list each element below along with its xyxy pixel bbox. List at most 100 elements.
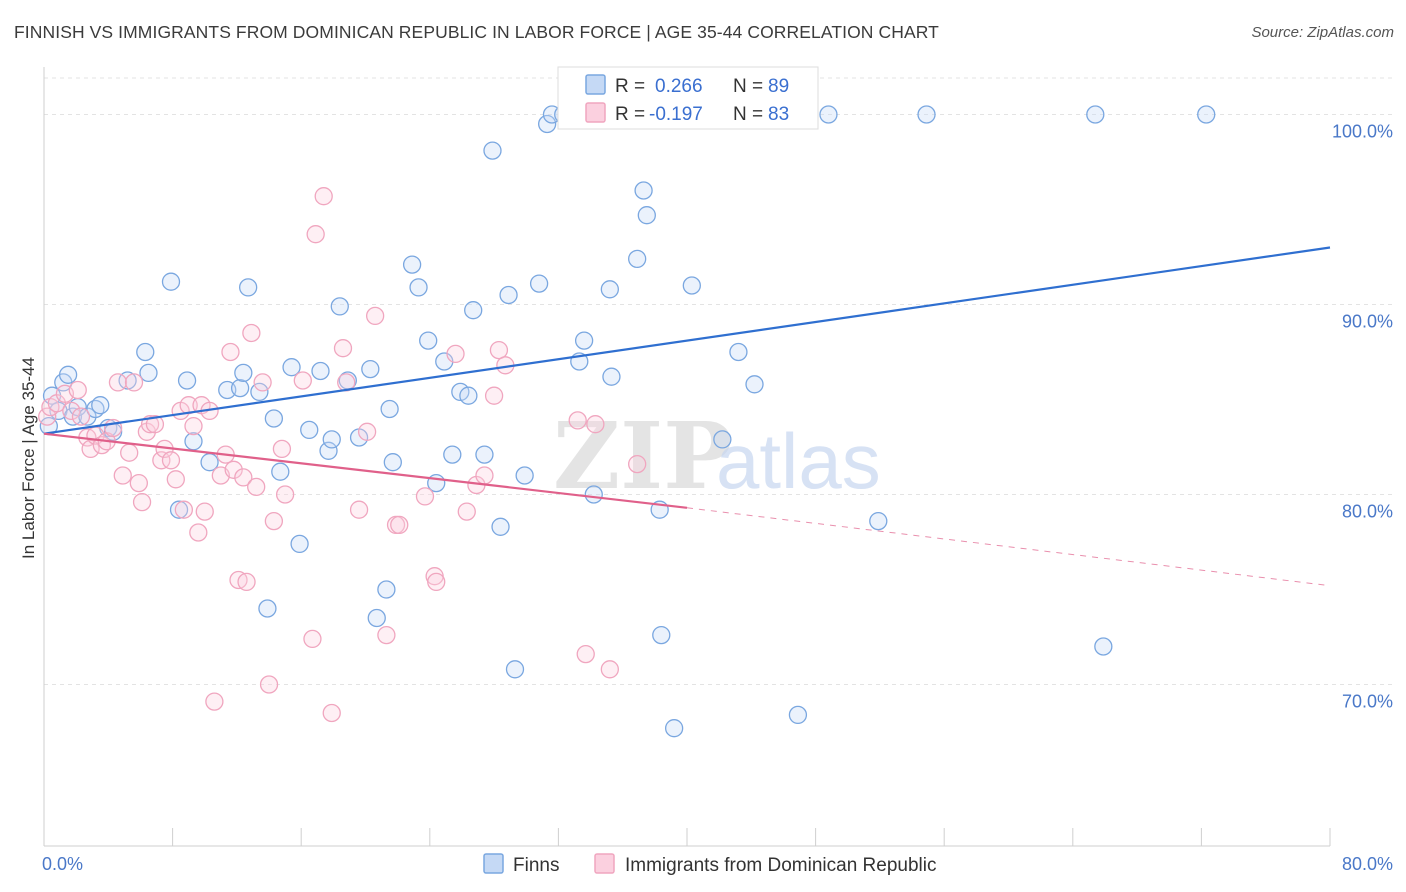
dominican-point-18 xyxy=(132,492,152,512)
dominican-point-45 xyxy=(259,675,279,694)
legend-r-value-1: 0.266 xyxy=(655,76,703,97)
trend-line-finns xyxy=(43,246,1331,435)
dominican-point-54 xyxy=(333,339,353,358)
finns-point-43 xyxy=(409,278,428,297)
finns-point-26 xyxy=(264,409,284,428)
dominican-point-42 xyxy=(242,323,261,343)
finns-point-28 xyxy=(282,358,301,377)
series-dominican-points xyxy=(38,187,647,723)
finns-point-82 xyxy=(917,105,936,124)
finns-point-31 xyxy=(311,361,330,381)
dominican-point-72 xyxy=(568,411,587,430)
finns-point-75 xyxy=(729,342,748,362)
finns-point-67 xyxy=(628,249,647,269)
finns-point-37 xyxy=(361,359,380,379)
finns-point-84 xyxy=(1094,637,1113,656)
y-tick-label-90: 90.0% xyxy=(1342,312,1393,332)
legend-r-value-2: -0.197 xyxy=(649,104,703,125)
dominican-point-4 xyxy=(62,401,81,421)
y-tick-labels: 70.0% 80.0% 90.0% 100.0% xyxy=(1332,122,1393,712)
finns-point-74 xyxy=(713,430,732,449)
finns-point-15 xyxy=(161,272,181,291)
dominican-point-73 xyxy=(576,644,595,664)
dominican-point-74 xyxy=(586,415,605,434)
finns-point-72 xyxy=(664,719,684,738)
dominican-point-56 xyxy=(349,500,369,519)
finns-point-22 xyxy=(234,363,253,383)
finns-point-13 xyxy=(136,342,155,362)
finns-point-32 xyxy=(319,441,338,460)
legend-swatch-dominican xyxy=(585,102,606,123)
finns-point-44 xyxy=(419,331,438,350)
dominican-point-61 xyxy=(390,515,409,535)
series-finns-points xyxy=(39,105,1216,738)
finns-point-57 xyxy=(529,274,549,293)
finns-point-58 xyxy=(537,114,557,134)
dominican-point-15 xyxy=(120,443,139,462)
dominican-point-64 xyxy=(427,572,446,592)
dominican-point-59 xyxy=(377,625,396,645)
dominican-point-58 xyxy=(365,306,385,326)
finns-point-80 xyxy=(819,105,838,124)
finns-point-39 xyxy=(377,580,396,599)
finns-point-41 xyxy=(383,453,402,472)
finns-point-76 xyxy=(745,375,764,394)
dominican-point-27 xyxy=(174,500,194,519)
dominican-point-47 xyxy=(272,439,292,459)
dominican-point-66 xyxy=(457,502,476,521)
dominican-point-17 xyxy=(129,473,148,493)
finns-point-14 xyxy=(139,363,158,383)
finns-point-47 xyxy=(443,445,462,464)
finns-point-23 xyxy=(239,278,258,297)
dominican-point-44 xyxy=(253,373,272,392)
legend-r-label-1: R = xyxy=(615,76,645,97)
finns-point-68 xyxy=(634,181,653,200)
dominican-point-43 xyxy=(247,477,266,497)
finns-point-33 xyxy=(322,430,341,449)
watermark-zip: ZIP xyxy=(553,402,732,510)
dominican-point-52 xyxy=(314,187,333,206)
dominican-point-70 xyxy=(489,340,509,360)
axes xyxy=(43,67,1331,847)
finns-point-85 xyxy=(1197,105,1216,124)
dominican-point-25 xyxy=(166,470,185,489)
finns-point-40 xyxy=(380,399,399,419)
finns-point-21 xyxy=(230,378,250,398)
finns-point-38 xyxy=(367,608,386,628)
dominican-point-6 xyxy=(71,407,91,426)
finns-point-51 xyxy=(475,445,494,464)
dominican-point-5 xyxy=(68,380,87,400)
legend-n-value-1: 89 xyxy=(768,76,789,97)
chart-title: FINNISH VS IMMIGRANTS FROM DOMINICAN REP… xyxy=(14,22,939,42)
finns-point-62 xyxy=(574,331,594,350)
finns-point-9 xyxy=(91,396,110,415)
finns-point-27 xyxy=(271,462,290,481)
legend-r-label-2: R = xyxy=(615,104,645,125)
legend-swatch-finns xyxy=(585,74,606,95)
dominican-point-51 xyxy=(306,225,325,244)
trend-line-dominican-extension xyxy=(686,507,1331,587)
dominican-point-22 xyxy=(152,451,171,470)
watermark-atlas: atlas xyxy=(716,417,881,505)
finns-point-73 xyxy=(682,276,701,295)
finns-point-69 xyxy=(637,206,656,225)
finns-point-53 xyxy=(491,517,510,536)
dominican-point-65 xyxy=(446,344,465,364)
dominican-point-69 xyxy=(484,386,504,405)
finns-point-65 xyxy=(602,367,621,386)
finns-point-18 xyxy=(184,432,203,451)
dominican-point-53 xyxy=(322,703,341,723)
dominican-point-13 xyxy=(108,373,128,392)
dominican-point-49 xyxy=(293,371,312,390)
finns-point-25 xyxy=(258,599,277,618)
x-tick-label-min: 0.0% xyxy=(42,854,83,874)
dominican-point-76 xyxy=(628,454,647,474)
dominican-point-75 xyxy=(600,660,619,679)
finns-point-34 xyxy=(330,297,349,316)
y-tick-label-80: 80.0% xyxy=(1342,502,1393,522)
bottom-legend-swatch-finns xyxy=(483,853,504,874)
dominican-point-29 xyxy=(184,416,203,436)
finns-point-55 xyxy=(505,660,525,679)
dominican-point-62 xyxy=(415,487,435,506)
legend-n-value-2: 83 xyxy=(768,104,789,125)
